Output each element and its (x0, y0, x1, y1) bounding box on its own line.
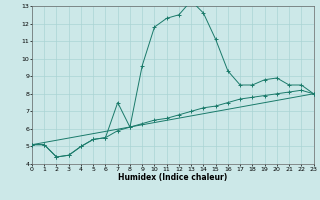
X-axis label: Humidex (Indice chaleur): Humidex (Indice chaleur) (118, 173, 228, 182)
